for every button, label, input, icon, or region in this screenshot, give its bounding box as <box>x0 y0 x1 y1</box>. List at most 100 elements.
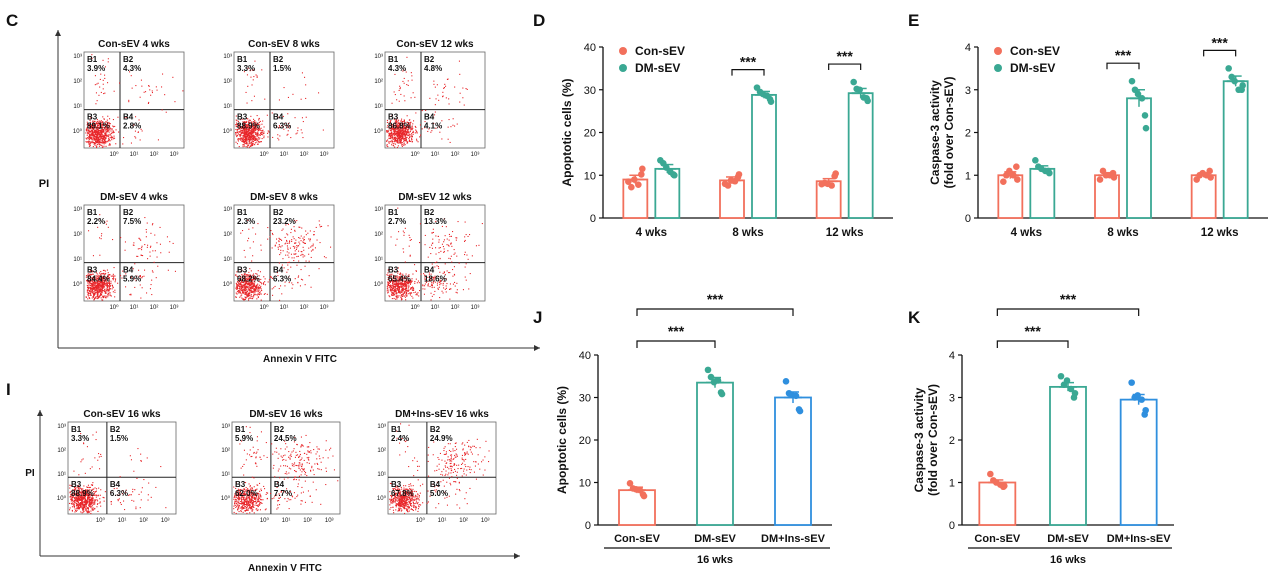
flow-dot <box>254 128 256 130</box>
flow-dot <box>255 124 257 126</box>
flow-dot <box>404 291 406 293</box>
flow-dot <box>288 252 290 254</box>
flow-dot <box>84 500 86 502</box>
flow-dot <box>250 142 252 144</box>
flow-dot <box>237 138 239 140</box>
flow-dot <box>263 126 265 128</box>
flow-dot <box>97 129 99 131</box>
flow-dot <box>235 132 237 134</box>
flow-dot <box>301 251 303 253</box>
flow-dot <box>128 494 130 496</box>
flow-dot <box>251 291 253 293</box>
flow-dot <box>407 84 409 86</box>
flow-dot <box>92 501 94 503</box>
flow-dot <box>278 237 280 239</box>
flow-dot <box>263 276 265 278</box>
flow-dot <box>245 141 247 143</box>
flow-dot <box>297 276 299 278</box>
flow-dot <box>294 242 296 244</box>
flow-dot <box>93 298 95 300</box>
flow-dot <box>83 511 85 513</box>
flow-dot <box>92 255 94 257</box>
flow-dot <box>133 470 135 472</box>
flow-dot <box>403 139 405 141</box>
flow-dot <box>255 294 257 296</box>
flow-dot <box>302 279 304 281</box>
flow-dot <box>93 293 95 295</box>
flow-dot <box>242 128 244 130</box>
flow-dot <box>99 139 101 141</box>
flow-dot <box>250 141 252 143</box>
flow-dot <box>99 136 101 138</box>
flow-dot <box>102 136 104 138</box>
flow-dot <box>91 128 93 130</box>
flow-dot <box>97 120 99 122</box>
flow-dot <box>257 287 259 289</box>
flow-dot <box>250 133 252 135</box>
flow-dot <box>252 126 254 128</box>
flow-dot <box>250 133 252 135</box>
flow-dot <box>400 296 402 298</box>
flow-dot <box>94 123 96 125</box>
flow-dot <box>103 143 105 145</box>
flow-dot <box>94 487 96 489</box>
flow-dot <box>260 133 262 135</box>
flow-dot <box>239 134 241 136</box>
flow-dot <box>109 285 111 287</box>
flow-dot <box>261 131 263 133</box>
flow-dot <box>241 286 243 288</box>
flow-dot <box>448 103 450 105</box>
flow-dot <box>119 476 121 478</box>
flow-dot <box>415 294 417 296</box>
flow-dot <box>246 286 248 288</box>
flow-dot <box>111 139 113 141</box>
flow-dot <box>89 293 91 295</box>
flow-dot <box>408 133 410 135</box>
quadrant-b2-label: B2 <box>123 208 134 217</box>
flow-dot <box>292 93 294 95</box>
flow-dot <box>250 128 252 130</box>
flow-dot <box>93 499 95 501</box>
flow-dot <box>93 291 95 293</box>
flow-dot <box>91 138 93 140</box>
flow-dot <box>99 237 101 239</box>
flow-dot <box>250 115 252 117</box>
flow-dot <box>462 87 464 89</box>
flow-x-tick: 10² <box>300 305 309 311</box>
flow-dot <box>242 139 244 141</box>
flow-dot <box>442 91 444 93</box>
flow-dot <box>410 288 412 290</box>
quadrant-b3-value: 88.9% <box>71 489 94 498</box>
flow-dot <box>117 500 119 502</box>
flow-dot <box>404 134 406 136</box>
flow-dot <box>100 144 102 146</box>
flow-dot <box>142 255 144 257</box>
flow-dot <box>99 136 101 138</box>
flow-dot <box>95 138 97 140</box>
flow-dot <box>242 131 244 133</box>
flow-dot <box>91 139 93 141</box>
flow-dot <box>88 132 90 134</box>
flow-dot <box>245 134 247 136</box>
flow-dot <box>402 144 404 146</box>
flow-dot <box>244 286 246 288</box>
flow-dot <box>449 258 451 260</box>
flow-dot <box>120 237 122 239</box>
flow-dot <box>92 137 94 139</box>
flow-x-tick: 10⁰ <box>410 151 420 158</box>
flow-dot <box>141 287 143 289</box>
flow-dot <box>404 100 406 102</box>
flow-dot <box>403 133 405 135</box>
flow-dot <box>395 283 397 285</box>
flow-dot <box>99 132 101 134</box>
flow-dot <box>282 115 284 117</box>
flow-dot <box>93 284 95 286</box>
flow-dot <box>90 294 92 296</box>
flow-dot <box>157 265 159 267</box>
quadrant-b1-label: B1 <box>388 55 399 64</box>
flow-dot <box>251 143 253 145</box>
flow-dot <box>270 276 272 278</box>
flow-dot <box>237 134 239 136</box>
flow-dot <box>415 291 417 293</box>
flow-dot <box>310 250 312 252</box>
